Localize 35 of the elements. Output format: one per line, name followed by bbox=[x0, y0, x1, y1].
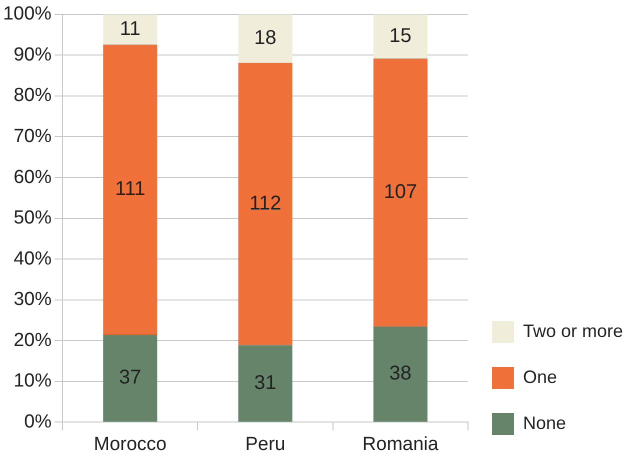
x-tick-label: Peru bbox=[245, 434, 286, 455]
annotation: 107 bbox=[384, 180, 418, 203]
bar bbox=[103, 44, 158, 335]
legend-label: One bbox=[523, 366, 558, 387]
y-tick-label: 0% bbox=[24, 411, 52, 432]
bar bbox=[238, 62, 292, 346]
y-tick-label: 90% bbox=[14, 44, 52, 66]
y-tick-label: 10% bbox=[14, 370, 52, 392]
bar bbox=[373, 58, 428, 326]
y-tick-label: 70% bbox=[14, 126, 52, 147]
bar bbox=[373, 14, 428, 58]
y-tick-label: 20% bbox=[14, 330, 52, 351]
annotation: 11 bbox=[120, 18, 141, 40]
legend-label: Two or more bbox=[523, 320, 624, 341]
bar bbox=[238, 14, 292, 63]
y-tick-label: 100% bbox=[2, 4, 52, 25]
x-tick-label: Morocco bbox=[94, 434, 167, 455]
annotation: 111 bbox=[114, 178, 146, 200]
annotation: 112 bbox=[249, 192, 282, 215]
y-tick-label: 30% bbox=[14, 289, 52, 310]
bar bbox=[373, 326, 428, 422]
bar bbox=[103, 334, 158, 422]
legend-label: None bbox=[523, 412, 566, 433]
y-tick-label: 50% bbox=[14, 208, 52, 229]
annotation: 31 bbox=[254, 372, 276, 394]
bar bbox=[238, 345, 292, 422]
annotation: 38 bbox=[389, 362, 412, 385]
y-tick-label: 80% bbox=[14, 85, 52, 106]
annotation: 15 bbox=[389, 24, 412, 47]
y-tick-label: 40% bbox=[14, 248, 52, 270]
annotation: 18 bbox=[254, 27, 276, 50]
annotation: 37 bbox=[119, 366, 142, 389]
y-tick-label: 60% bbox=[14, 166, 52, 188]
bar bbox=[103, 14, 158, 45]
x-tick-label: Romania bbox=[362, 434, 439, 455]
